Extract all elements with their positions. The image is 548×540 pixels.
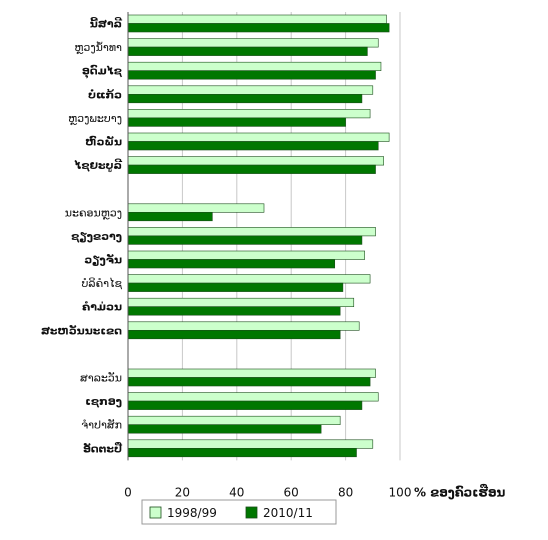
- bar-series2: [127, 424, 322, 434]
- legend: 1998/99 2010/11: [141, 499, 337, 525]
- bar-series1: [127, 109, 371, 119]
- category-label: ເຊກອງ: [85, 395, 122, 408]
- x-tick-label: 40: [229, 485, 244, 499]
- category-labels: ນີ້ສາລີຫຼວງນ້ຳທາອຸດົມໄຊບໍ່ແກ້ວຫຼວງພະບາງຫ…: [41, 17, 123, 456]
- x-unit-label: % ຂອງຄົວເຮືອນ: [414, 484, 506, 499]
- bar-series1: [127, 368, 376, 378]
- x-tick-label: 60: [284, 485, 299, 499]
- category-label: ບໍລິຄຳໄຊ: [82, 277, 123, 290]
- category-label: ຫົວພັນ: [85, 135, 122, 149]
- category-label: ຫຼວງພະບາງ: [68, 112, 122, 125]
- bar-series1: [127, 392, 379, 402]
- category-label: ອຸດົມໄຊ: [82, 64, 123, 80]
- category-label: ນີ້ສາລີ: [90, 17, 123, 31]
- bar-series1: [127, 14, 387, 24]
- category-label: ຄຳມ່ວນ: [82, 301, 122, 314]
- category-label: ຫຼວງນ້ຳທາ: [74, 41, 122, 54]
- bar-series2: [127, 282, 344, 292]
- bar-series1: [127, 439, 374, 449]
- x-tick-label: 100: [389, 485, 412, 499]
- bar-series1: [127, 132, 390, 142]
- x-tick-label: 0: [124, 485, 132, 499]
- bar-series2: [127, 117, 346, 127]
- bar-series2: [127, 329, 341, 340]
- legend-label: 1998/99: [167, 506, 217, 520]
- category-label: ສະຫວັນນະເຂດ: [41, 324, 122, 337]
- legend-label: 2010/11: [263, 506, 313, 520]
- bar-series2: [127, 23, 390, 33]
- bar-series2: [127, 46, 368, 56]
- x-tick-label: 20: [175, 485, 190, 499]
- bar-series1: [127, 321, 360, 331]
- bar-series1: [127, 415, 341, 426]
- legend-box: [141, 499, 337, 525]
- bar-series2: [127, 235, 363, 245]
- category-label: ວຽງຈັນ: [84, 254, 122, 267]
- bar-series2: [127, 94, 363, 104]
- category-label: ອັດຕະປື: [83, 441, 123, 455]
- bars: [127, 14, 390, 458]
- bar-series1: [127, 274, 371, 284]
- legend-swatch: [245, 506, 258, 519]
- category-label: ຈຳປາສັກ: [81, 419, 122, 432]
- bar-series1: [127, 227, 376, 237]
- bar-series2: [127, 259, 336, 269]
- bar-series1: [127, 85, 374, 95]
- bar-series2: [127, 377, 371, 387]
- bar-series1: [127, 61, 382, 72]
- bar-series2: [127, 306, 341, 316]
- bar-series1: [127, 156, 384, 166]
- legend-swatch: [149, 506, 162, 519]
- bar-series2: [127, 70, 376, 80]
- category-label: ໄຊຍະບູລີ: [73, 158, 123, 173]
- category-label: ນະຄອນຫຼວງ: [65, 206, 122, 219]
- category-label: ຊຽງຂວາງ: [71, 230, 122, 243]
- bar-series2: [127, 400, 363, 410]
- x-tick-labels: 0 20 40 60 80 100: [124, 485, 411, 499]
- bar-series1: [127, 38, 379, 48]
- category-label: ສາລະວັນ: [80, 372, 122, 385]
- bar-series1: [127, 297, 355, 308]
- bar-series1: [127, 250, 365, 260]
- bar-series2: [127, 447, 357, 458]
- x-tick-label: 80: [338, 485, 353, 499]
- bar-series1: [127, 203, 265, 213]
- bar-series2: [127, 164, 376, 174]
- category-label: ບໍ່ແກ້ວ: [88, 88, 122, 101]
- bar-series2: [127, 141, 379, 151]
- bar-series2: [127, 212, 213, 222]
